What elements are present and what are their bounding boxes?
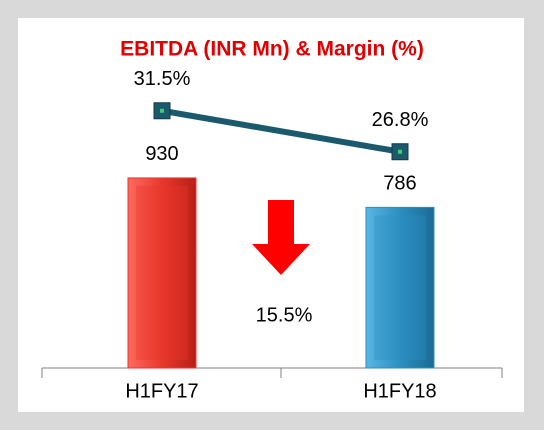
bar xyxy=(127,177,197,369)
line-marker-dot xyxy=(160,108,164,113)
data-label: 786 xyxy=(383,173,416,195)
data-label: 930 xyxy=(145,143,178,165)
bar-bevel xyxy=(136,185,188,360)
bar xyxy=(365,206,435,369)
annotation: 15.5% xyxy=(256,304,313,326)
bar-bevel xyxy=(374,215,426,360)
x-tick-label: H1FY17 xyxy=(125,380,198,402)
decline-arrow xyxy=(252,200,310,275)
data-label: 31.5% xyxy=(134,68,191,90)
data-label: 26.8% xyxy=(372,109,429,131)
line xyxy=(161,107,401,155)
chart-title: EBITDA (INR Mn) & Margin (%) xyxy=(120,38,424,61)
x-tick-label: H1FY18 xyxy=(363,380,436,402)
line-marker-dot xyxy=(398,149,402,154)
